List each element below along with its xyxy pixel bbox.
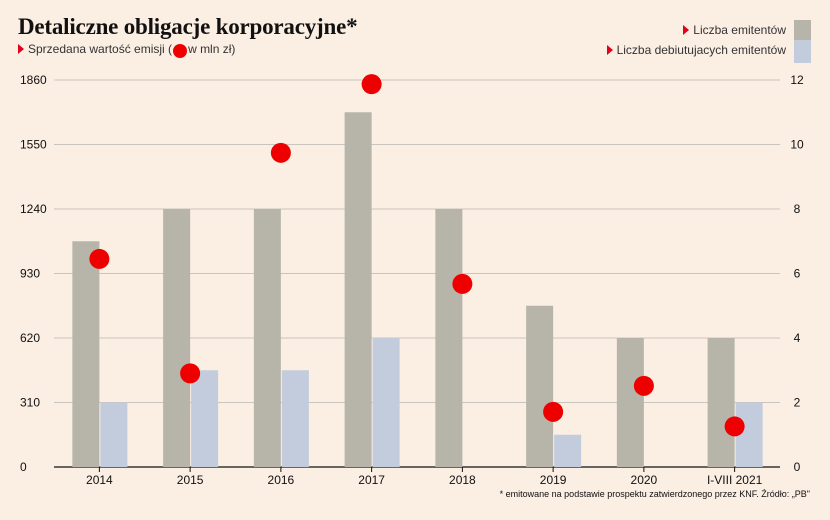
- bar-debut: [100, 402, 128, 467]
- value-dot: [543, 401, 564, 422]
- bar-issuers: [616, 338, 644, 467]
- value-dot: [361, 74, 382, 95]
- legend-debut-label: Liczba debiutujacych emitentów: [616, 43, 786, 57]
- left-tick-label: 1240: [20, 202, 47, 216]
- x-tick-label: 2020: [631, 473, 658, 487]
- triangle-marker-icon: [683, 25, 690, 35]
- value-dot: [89, 248, 110, 269]
- red-dot-icon: [173, 43, 188, 58]
- legend-issuers-label: Liczba emitentów: [693, 23, 786, 37]
- value-dot: [633, 375, 654, 396]
- value-dot: [724, 416, 745, 437]
- x-tick-label: 2015: [177, 473, 204, 487]
- bar-issuers: [344, 112, 372, 467]
- bar-debut: [281, 370, 309, 467]
- bar-issuers: [253, 209, 281, 467]
- legend-debut-swatch: [794, 40, 811, 63]
- bar-issuers: [163, 209, 191, 467]
- chart-title: Detaliczne obligacje korporacyjne*: [18, 14, 358, 39]
- footnote: * emitowane na podstawie prospektu zatwi…: [499, 489, 810, 499]
- x-tick-label: 2016: [268, 473, 295, 487]
- bar-debut: [191, 370, 219, 467]
- value-label-suffix: w mln zł): [188, 42, 236, 56]
- right-tick-label: 4: [794, 331, 801, 345]
- bar-issuers: [435, 209, 463, 467]
- value-dot: [270, 142, 291, 163]
- left-tick-label: 1860: [20, 73, 47, 87]
- legend-issuers-swatch: [794, 20, 811, 43]
- triangle-marker-icon: [18, 44, 24, 54]
- right-tick-label: 2: [794, 396, 801, 410]
- x-tick-label: 2014: [86, 473, 113, 487]
- value-dot: [452, 273, 473, 294]
- left-tick-label: 310: [20, 396, 40, 410]
- x-tick-label: 2018: [449, 473, 476, 487]
- value-dot: [180, 363, 201, 384]
- legend-issuers: Liczba emitentów: [683, 23, 786, 37]
- triangle-marker-icon: [606, 45, 613, 55]
- bar-debut: [372, 338, 400, 467]
- left-tick-label: 1550: [20, 138, 47, 152]
- value-label-prefix: Sprzedana wartość emisji (: [28, 42, 173, 56]
- bar-debut: [554, 434, 582, 467]
- left-tick-label: 930: [20, 267, 40, 281]
- x-tick-label: 2019: [540, 473, 567, 487]
- bar-issuers: [526, 305, 554, 467]
- bar-issuers: [72, 241, 100, 467]
- left-tick-label: 0: [20, 460, 27, 474]
- x-tick-label: I-VIII 2021: [707, 473, 763, 487]
- right-tick-label: 12: [790, 73, 804, 87]
- right-tick-label: 0: [794, 460, 801, 474]
- left-tick-label: 620: [20, 331, 40, 345]
- right-tick-label: 8: [794, 202, 801, 216]
- value-series-label: Sprzedana wartość emisji ( w mln zł): [18, 42, 236, 58]
- x-tick-label: 2017: [358, 473, 385, 487]
- legend-debut: Liczba debiutujacych emitentów: [606, 43, 786, 57]
- bar-issuers: [707, 338, 735, 467]
- right-tick-label: 6: [794, 267, 801, 281]
- right-tick-label: 10: [790, 138, 804, 152]
